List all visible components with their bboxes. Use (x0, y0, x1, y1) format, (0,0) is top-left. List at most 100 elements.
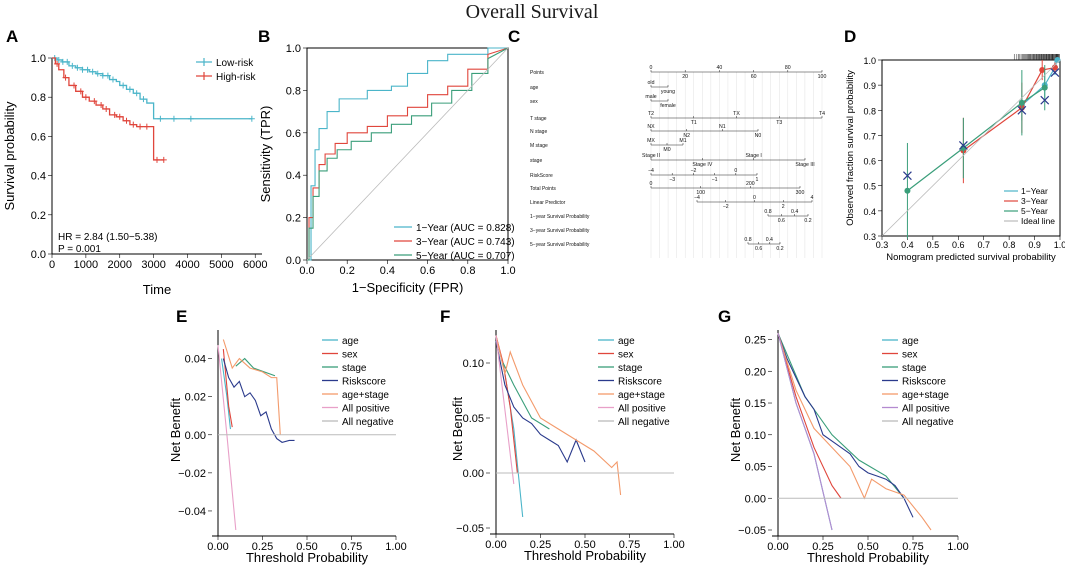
censor-mark (69, 62, 76, 69)
y-tick-label: 0.05 (745, 462, 766, 474)
y-tick-label: 0.04 (185, 354, 206, 366)
calibration-point (1039, 67, 1046, 74)
nomogram-tick-label: 4 (811, 195, 814, 201)
nomogram-tick-label: T2 (648, 111, 654, 117)
x-axis-label: Nomogram predicted survival probability (886, 252, 1056, 263)
legend-label: age (902, 336, 919, 347)
nomogram-row-label: M stage (530, 143, 548, 149)
legend-swatch (196, 58, 212, 66)
nomogram-tick-label: T4 (819, 111, 825, 117)
x-marker (903, 171, 912, 181)
nomogram-row-label: Total Points (530, 186, 556, 192)
nomogram-row-label: age (530, 85, 539, 91)
roc-plot: 0.0 0.2 0.4 0.6 0.8 1.0 0.0 0.2 0.4 0.6 0.8 1.0 1−Sp… (258, 43, 516, 295)
censor-mark (54, 60, 61, 67)
x-tick-label: 0.50 (574, 539, 595, 551)
nomogram-tick-label: 0.6 (755, 246, 762, 252)
y-axis-label: Sensitivity (TPR) (258, 106, 273, 203)
nomogram-tick-label: T3 (776, 120, 782, 126)
nomogram-tick-label: 20 (682, 74, 688, 80)
nomogram-tick-label: −1 (712, 177, 718, 183)
censor-mark (62, 74, 69, 81)
x-tick-label: 0.75 (619, 539, 640, 551)
legend-label: age+stage (342, 390, 389, 401)
x-axis-label: 1−Specificity (FPR) (352, 280, 464, 295)
roc-curve (307, 47, 509, 261)
x-tick-label: 1.00 (385, 541, 406, 553)
nomogram-tick-label: 0 (753, 195, 756, 201)
calibration-point (1018, 99, 1025, 106)
panel-label-e: E (176, 307, 187, 326)
y-tick-label: 0.00 (745, 493, 766, 505)
censor-mark (71, 82, 78, 89)
nomogram-tick-label: 2 (782, 204, 785, 210)
nomogram-tick-label: 0.6 (778, 218, 785, 224)
y-tick-label: 0.7 (863, 131, 876, 141)
legend-label: Riskscore (342, 377, 386, 388)
calibration-point (1041, 84, 1048, 91)
y-tick-label: 0.4 (286, 170, 301, 182)
dca-curve-stage (502, 362, 550, 430)
y-tick-label: 0.0 (31, 249, 46, 261)
roc-curve (307, 47, 508, 261)
roc-reference-line (306, 47, 509, 261)
x-marker (1040, 95, 1050, 105)
legend-label: sex (902, 350, 918, 361)
censor-mark (55, 56, 62, 63)
nomogram-tick-label: 100 (818, 74, 827, 80)
nomogram-tick-label: N2 (683, 133, 690, 139)
nomogram-tick-label: M1 (679, 138, 686, 144)
legend-label: 3−Year (1021, 196, 1048, 206)
nomogram-tick-label: Stage III (795, 162, 814, 168)
censor-mark (130, 121, 137, 128)
legend-label: All negative (342, 417, 394, 428)
x-marker (1050, 68, 1060, 77)
y-tick-label: 0.10 (745, 430, 766, 442)
nomogram-tick-label: TX (733, 111, 740, 117)
nomogram-tick-label: 200 (746, 181, 755, 187)
censor-mark (133, 90, 140, 97)
calibration-line (907, 87, 1046, 192)
censor-mark (170, 115, 177, 122)
x-tick-label: 0.2 (340, 265, 355, 277)
y-tick-label: 0.10 (463, 358, 484, 370)
legend-label: stage (618, 363, 643, 374)
censor-mark (154, 156, 160, 163)
km-plot: 0 1000 2000 3000 4000 5000 6000 0.0 0.2 0.4 0.6 0.8… (2, 53, 267, 297)
x-tick-label: 0.00 (207, 541, 228, 553)
nomogram-tick-label: N1 (719, 124, 726, 130)
censor-mark (109, 76, 116, 83)
y-tick-label: −0.05 (456, 523, 484, 535)
y-tick-label: 0.6 (31, 131, 46, 143)
censor-mark (94, 70, 101, 77)
plot-frame (306, 47, 509, 261)
legend-label: age (342, 336, 359, 347)
y-tick-label: 0.6 (286, 128, 301, 140)
y-axis-label: Observed fraction survival probability (845, 70, 856, 226)
nomogram-tick-label: 0.2 (776, 246, 783, 252)
legend-label: Riskscore (902, 377, 946, 388)
y-axis-label: Net Benefit (450, 396, 465, 461)
nomogram: Points020406080100ageoldyoungsexmalefema… (530, 65, 826, 258)
x-tick-label: 3000 (141, 259, 165, 271)
nomogram-tick-label: 300 (796, 190, 805, 196)
nomogram-tick-label: 100 (696, 190, 705, 196)
y-tick-label: 1.0 (863, 56, 876, 66)
legend-label: age+stage (902, 390, 949, 401)
nomogram-row-label: Points (530, 70, 544, 76)
censor-mark (126, 86, 133, 93)
x-tick-label: 4000 (175, 259, 199, 271)
x-axis-label: Threshold Probability (246, 550, 369, 565)
nomogram-tick-label: Stage II (642, 153, 660, 159)
legend-label: sex (618, 350, 634, 361)
dca-curve-age-stage (495, 335, 622, 496)
legend-label: Ideal line (1021, 216, 1055, 226)
legend-label: All positive (342, 404, 390, 415)
dca-curve-stage (777, 332, 905, 499)
calibration-line (963, 66, 1056, 151)
y-tick-label: 0.6 (863, 157, 876, 167)
censor-mark (103, 105, 110, 112)
nomogram-tick-label: 1 (756, 177, 759, 183)
nomogram-tick-label: Stage IV (692, 162, 712, 168)
